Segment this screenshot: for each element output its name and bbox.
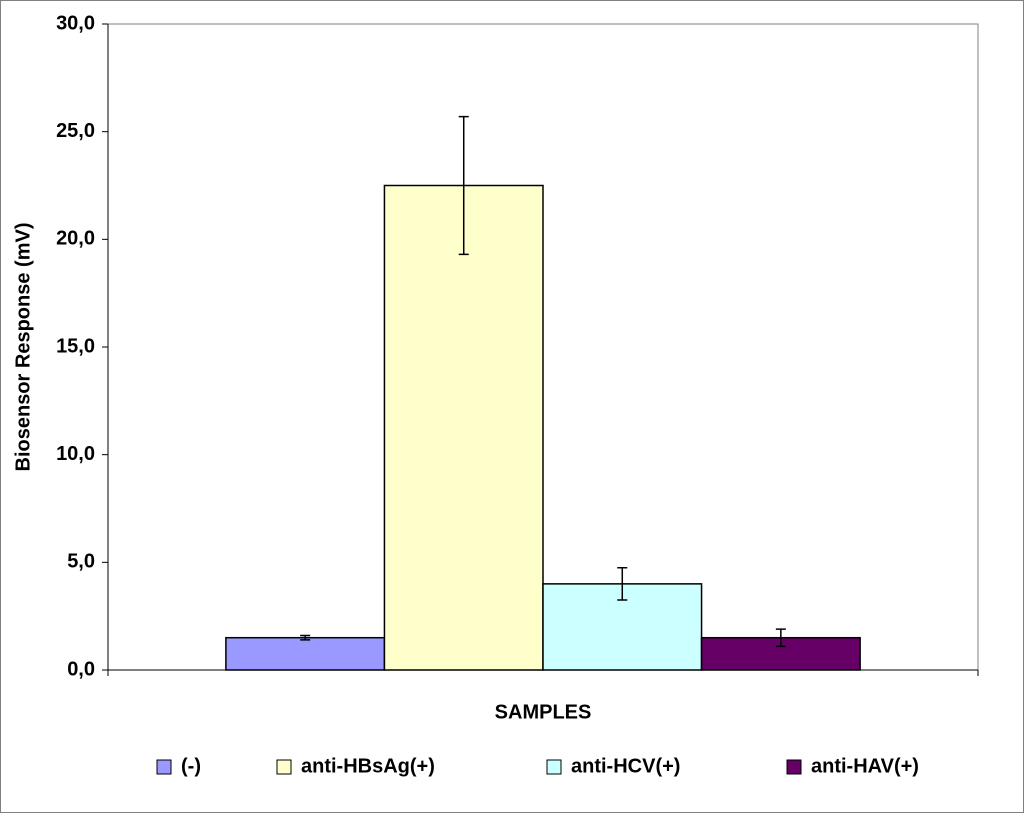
legend-label: (-) [181,755,201,777]
bar [383,184,544,671]
y-tick-label: 25,0 [56,120,95,142]
legend-label: anti-HCV(+) [571,755,680,777]
y-tick-label: 20,0 [56,228,95,250]
y-tick-label: 15,0 [56,335,95,357]
legend-swatch [786,759,802,775]
legend-swatch [276,759,292,775]
error-bar [458,115,469,256]
x-axis-title: SAMPLES [495,701,592,723]
legend-swatch [156,759,172,775]
y-tick-label: 10,0 [56,443,95,465]
legend-swatch [546,759,562,775]
y-axis-title: Biosensor Response (mV) [12,223,34,472]
y-tick-label: 0,0 [67,658,95,680]
error-bar [617,566,628,601]
bar [700,636,861,671]
legend-label: anti-HAV(+) [811,755,919,777]
y-tick-label: 30,0 [56,12,95,34]
bar [225,636,386,671]
error-bar [300,634,311,641]
y-tick-label: 5,0 [67,551,95,573]
error-bar [775,628,786,648]
legend-label: anti-HBsAg(+) [301,755,435,777]
